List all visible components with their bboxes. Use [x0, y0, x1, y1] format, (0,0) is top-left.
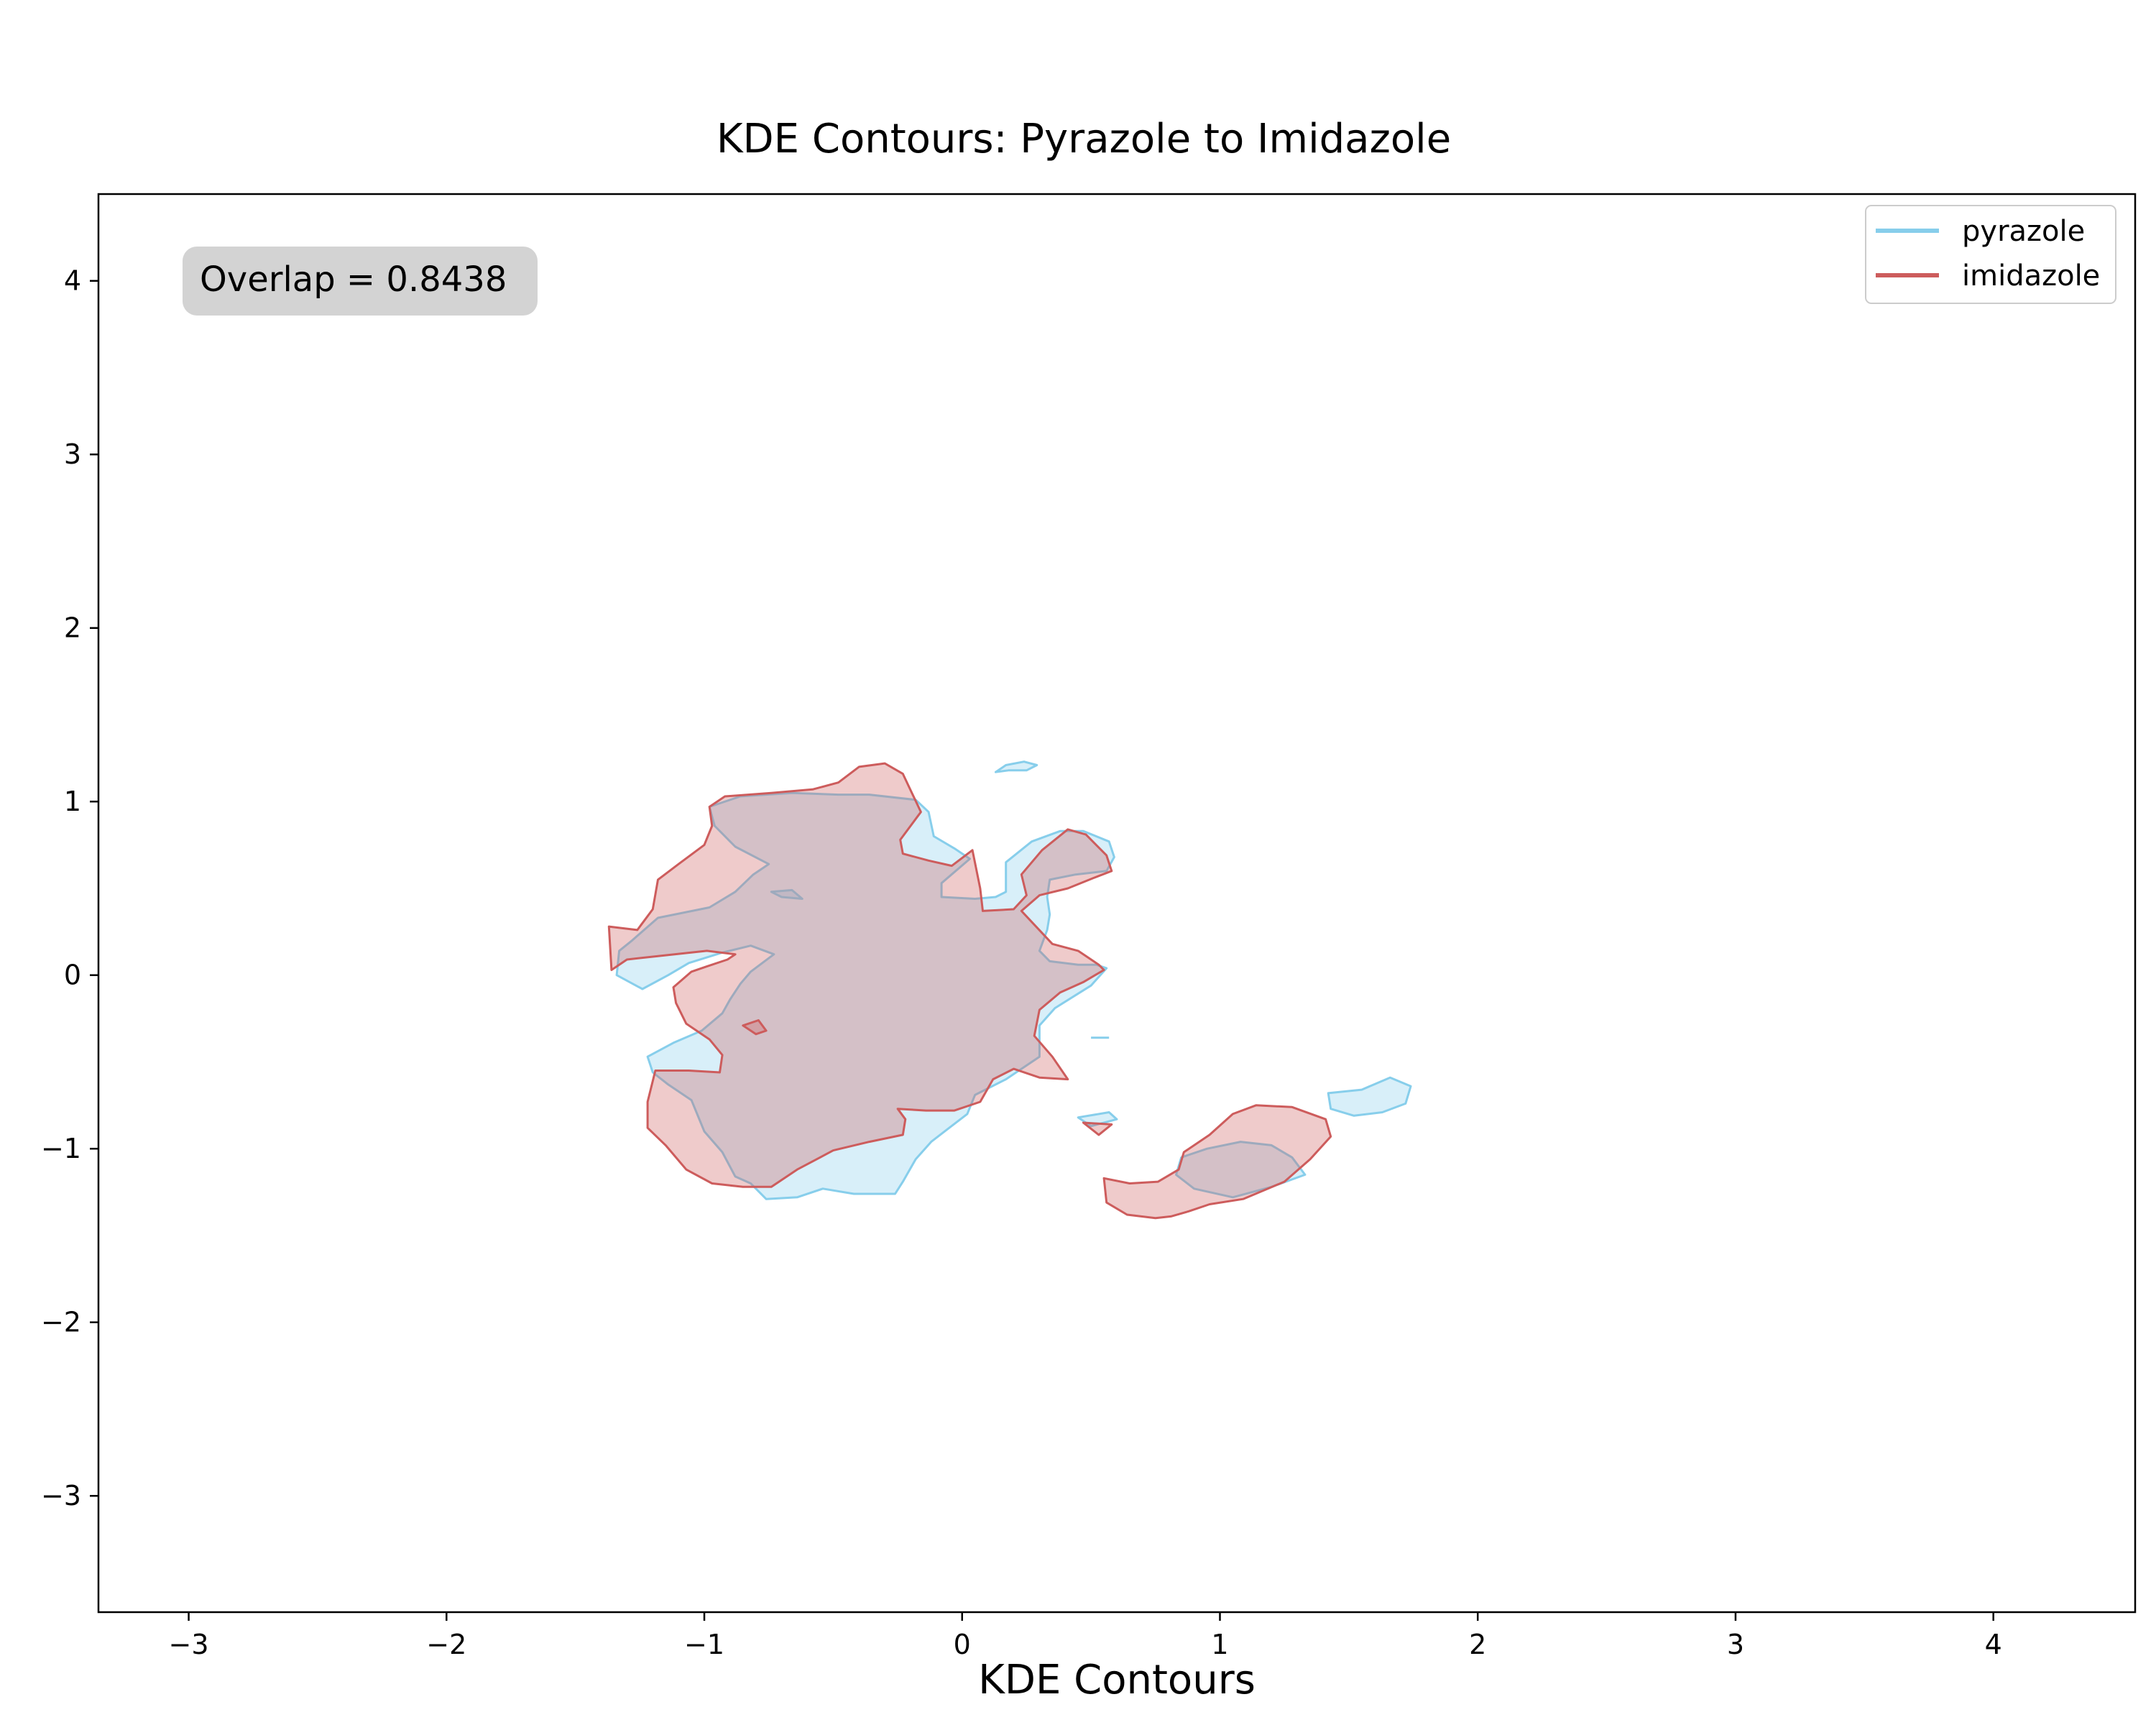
y-axis-ticks: −3 −2 −1 0 1 2 3 4: [41, 265, 98, 1512]
x-tick-label: 3: [1727, 1629, 1744, 1660]
legend-label-pyrazole: pyrazole: [1962, 215, 2085, 248]
overlap-annotation-box: [183, 247, 538, 316]
x-tick-label: 2: [1469, 1629, 1486, 1660]
overlap-annotation-text: Overlap = 0.8438: [200, 259, 507, 300]
x-tick-label: 1: [1211, 1629, 1228, 1660]
x-tick-label: −3: [169, 1629, 209, 1660]
y-tick-label: −2: [41, 1307, 81, 1338]
legend-label-imidazole: imidazole: [1962, 259, 2100, 293]
overlap-annotation: Overlap = 0.8438: [183, 247, 538, 316]
imidazole-contour-region-2: [742, 1019, 768, 1036]
y-tick-label: −3: [41, 1480, 81, 1512]
y-tick-label: −1: [41, 1133, 81, 1164]
imidazole-contour-region-1: [1102, 1104, 1332, 1220]
x-axis-label: KDE Contours: [978, 1657, 1256, 1703]
pyrazole-contour-region-4: [1327, 1076, 1412, 1117]
pyrazole-contour-region-3: [1175, 1141, 1307, 1199]
contour-regions: [607, 760, 1412, 1220]
x-tick-label: −2: [426, 1629, 466, 1660]
plot-frame: [97, 193, 2137, 1614]
pyrazole-contour-region-1: [994, 760, 1038, 773]
imidazole-contour-region-0: [607, 762, 1113, 1188]
x-axis-ticks: −3 −2 −1 0 1 2 3 4: [169, 1612, 2002, 1660]
x-tick-label: −1: [684, 1629, 724, 1660]
x-tick-label: 4: [1985, 1629, 2002, 1660]
pyrazole-contour-region-5: [770, 888, 803, 900]
y-tick-label: 2: [64, 612, 81, 644]
y-tick-label: 0: [64, 960, 81, 991]
legend: pyrazole imidazole: [1865, 205, 2116, 304]
y-tick-label: 1: [64, 786, 81, 817]
y-tick-label: 3: [64, 438, 81, 470]
imidazole-contour-region-3: [1082, 1121, 1113, 1136]
x-tick-label: 0: [954, 1629, 971, 1660]
chart-title: KDE Contours: Pyrazole to Imidazole: [717, 116, 1451, 162]
y-tick-label: 4: [64, 265, 81, 297]
